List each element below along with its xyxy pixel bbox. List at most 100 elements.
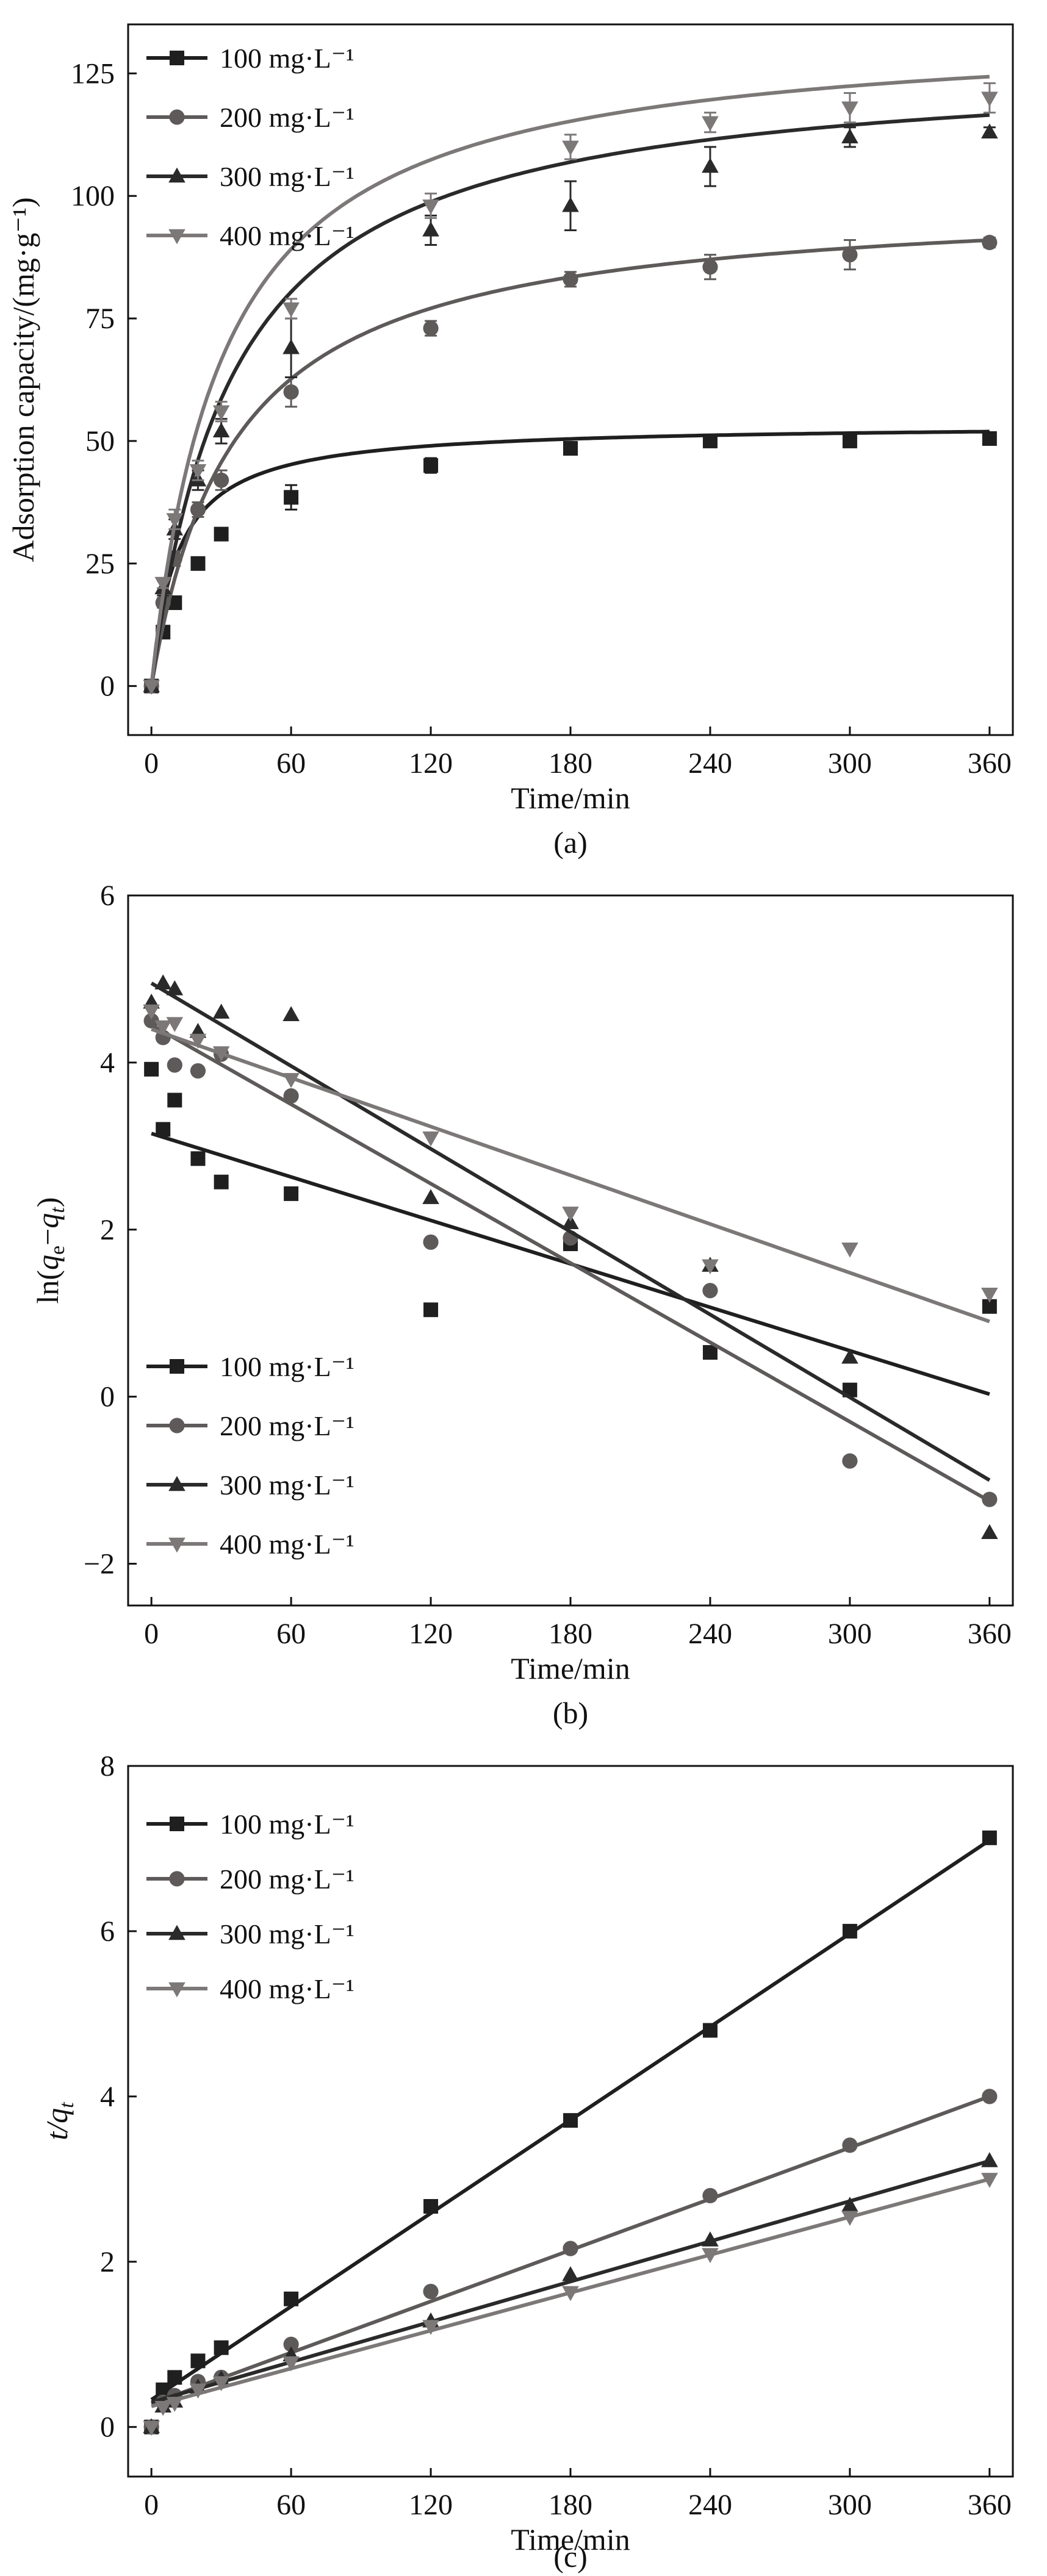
data-point bbox=[282, 2356, 300, 2372]
data-point bbox=[143, 2420, 160, 2436]
y-tick-label: 125 bbox=[71, 57, 115, 90]
y-axis-title: Adsorption capacity/(mg·g⁻¹) bbox=[6, 197, 40, 562]
y-tick-label: 6 bbox=[100, 1915, 115, 1948]
data-point bbox=[214, 526, 229, 542]
data-point bbox=[190, 2353, 206, 2369]
legend-label: 100 mg·L⁻¹ bbox=[220, 43, 354, 74]
legend-marker bbox=[170, 51, 184, 65]
data-point bbox=[982, 1830, 997, 1845]
fit-line bbox=[151, 1027, 990, 1324]
x-tick-label: 360 bbox=[968, 1618, 1012, 1650]
data-point bbox=[166, 513, 184, 528]
fit-line bbox=[151, 2159, 990, 2404]
x-tick-label: 180 bbox=[549, 1618, 592, 1650]
data-point bbox=[212, 405, 230, 421]
data-point bbox=[702, 1259, 719, 1275]
legend-label: 400 mg·L⁻¹ bbox=[220, 1529, 354, 1560]
data-point bbox=[167, 1057, 182, 1073]
x-tick-label: 180 bbox=[549, 747, 592, 780]
data-point bbox=[841, 1348, 858, 1364]
data-point bbox=[563, 2113, 578, 2128]
data-point bbox=[842, 433, 857, 448]
x-tick-label: 60 bbox=[276, 2489, 306, 2521]
y-tick-label: 75 bbox=[85, 303, 115, 335]
data-point bbox=[841, 2211, 858, 2226]
data-point bbox=[282, 1073, 300, 1088]
data-point bbox=[702, 2231, 719, 2247]
data-point bbox=[190, 556, 206, 571]
data-point bbox=[167, 2370, 182, 2385]
data-point bbox=[423, 320, 439, 336]
x-axis-title: Time/min bbox=[511, 1651, 630, 1685]
panel-label: (c) bbox=[553, 2539, 588, 2574]
x-tick-label: 0 bbox=[144, 1618, 159, 1650]
x-tick-label: 0 bbox=[144, 747, 159, 780]
y-tick-label: −2 bbox=[84, 1548, 115, 1580]
legend-marker bbox=[169, 1871, 185, 1887]
data-point bbox=[562, 2286, 579, 2302]
data-point bbox=[981, 91, 998, 107]
data-point bbox=[702, 433, 718, 448]
x-tick-label: 360 bbox=[968, 2489, 1012, 2521]
data-point bbox=[190, 501, 206, 518]
y-tick-label: 25 bbox=[85, 548, 115, 580]
y-tick-label: 50 bbox=[85, 425, 115, 457]
fit-line bbox=[150, 981, 991, 1482]
data-point bbox=[981, 2173, 998, 2188]
y-tick-label: 2 bbox=[100, 1214, 115, 1246]
data-point bbox=[562, 1207, 579, 1222]
data-point bbox=[702, 157, 719, 173]
data-point bbox=[702, 2187, 718, 2204]
data-point bbox=[422, 2320, 439, 2335]
data-point bbox=[423, 1234, 439, 1250]
x-tick-label: 0 bbox=[144, 2489, 159, 2521]
data-point bbox=[283, 2336, 299, 2352]
data-point bbox=[702, 2023, 718, 2038]
legend-label: 400 mg·L⁻¹ bbox=[220, 1973, 354, 2004]
data-point bbox=[842, 2137, 858, 2153]
data-point bbox=[423, 1302, 439, 1318]
data-point bbox=[982, 2089, 998, 2104]
data-point bbox=[842, 247, 858, 263]
data-point bbox=[841, 101, 858, 117]
data-point bbox=[189, 1033, 207, 1049]
legend-label: 300 mg·L⁻¹ bbox=[220, 161, 354, 192]
data-point bbox=[702, 1283, 718, 1299]
x-tick-label: 300 bbox=[828, 747, 872, 780]
legend-marker bbox=[170, 1817, 184, 1831]
data-point bbox=[166, 2397, 184, 2412]
legend-label: 200 mg·L⁻¹ bbox=[220, 102, 354, 133]
y-tick-label: 100 bbox=[71, 180, 115, 212]
y-tick-label: 0 bbox=[100, 2411, 115, 2444]
data-point bbox=[212, 2376, 230, 2391]
data-point bbox=[982, 431, 997, 446]
legend-label: 300 mg·L⁻¹ bbox=[220, 1918, 354, 1950]
y-tick-label: 4 bbox=[100, 1047, 115, 1079]
data-point bbox=[422, 1131, 439, 1147]
data-point bbox=[214, 1174, 229, 1189]
y-axis-title: ln(qe−qt) bbox=[31, 1197, 69, 1304]
data-point bbox=[981, 1524, 998, 1540]
data-point bbox=[841, 128, 858, 143]
data-point bbox=[842, 1923, 857, 1939]
x-tick-label: 60 bbox=[276, 1618, 306, 1650]
legend-label: 400 mg·L⁻¹ bbox=[220, 220, 354, 251]
data-point bbox=[284, 490, 299, 505]
data-point bbox=[422, 199, 439, 215]
data-point bbox=[189, 2383, 207, 2399]
x-tick-label: 300 bbox=[828, 1618, 872, 1650]
y-tick-label: 0 bbox=[100, 670, 115, 703]
data-point bbox=[423, 458, 439, 473]
data-point bbox=[702, 1345, 718, 1360]
data-point bbox=[423, 2199, 439, 2214]
data-point bbox=[842, 1453, 858, 1469]
legend-label: 100 mg·L⁻¹ bbox=[220, 1809, 354, 1840]
data-point bbox=[562, 196, 579, 212]
data-point bbox=[284, 2291, 299, 2306]
data-point bbox=[190, 1151, 206, 1166]
data-point bbox=[154, 974, 172, 989]
x-tick-label: 240 bbox=[688, 2489, 732, 2521]
fit-line bbox=[149, 74, 990, 687]
data-point bbox=[156, 1122, 171, 1137]
y-tick-label: 0 bbox=[100, 1381, 115, 1413]
